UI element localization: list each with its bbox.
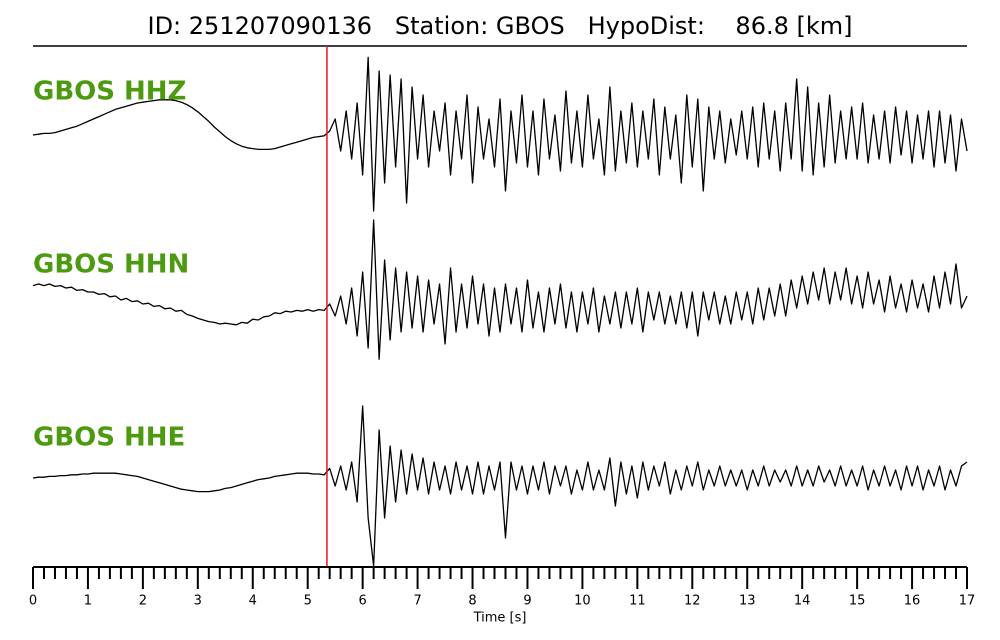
trace (32, 405, 968, 567)
x-tick-label: 9 (523, 594, 531, 609)
trace (32, 219, 968, 360)
trace-label: GBOS HHZ (33, 77, 186, 107)
x-tick-label: 7 (413, 594, 421, 609)
x-tick-label: 17 (959, 594, 976, 609)
trace-label: GBOS HHN (33, 250, 189, 280)
x-tick-label: 12 (684, 594, 701, 609)
x-tick-label: 16 (904, 594, 921, 609)
x-tick-label: 4 (249, 594, 257, 609)
x-tick-label: 0 (29, 594, 37, 609)
x-tick-label: 1 (84, 594, 92, 609)
x-tick-label: 2 (139, 594, 147, 609)
x-tick-label: 10 (574, 594, 591, 609)
trace-label: GBOS HHE (33, 423, 185, 453)
trace (32, 56, 968, 212)
x-tick-label: 13 (739, 594, 756, 609)
x-tick-label: 8 (468, 594, 476, 609)
x-tick-label: 14 (794, 594, 811, 609)
x-tick-label: 11 (629, 594, 646, 609)
x-tick-label: 6 (359, 594, 367, 609)
x-tick-label: 3 (194, 594, 202, 609)
chart-title: ID: 251207090136 Station: GBOS HypoDist:… (148, 12, 853, 40)
x-axis-title: Time [s] (473, 611, 527, 626)
x-tick-label: 5 (304, 594, 312, 609)
x-tick-label: 15 (849, 594, 866, 609)
